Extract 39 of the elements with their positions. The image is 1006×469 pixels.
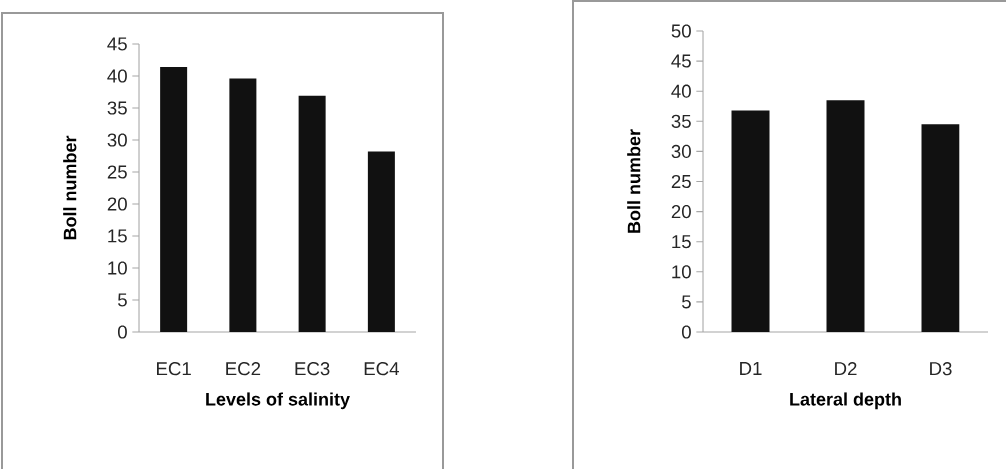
y-tick-label: 35 xyxy=(107,101,127,115)
y-tick-label: 10 xyxy=(672,265,691,279)
y-tick-label: 25 xyxy=(107,165,127,179)
bar xyxy=(921,124,960,332)
x-tick-label: EC4 xyxy=(364,362,399,376)
y-tick-label: 5 xyxy=(682,295,691,309)
y-tick-label: 30 xyxy=(671,144,691,159)
x-axis-title: Lateral depth xyxy=(790,392,901,410)
y-tick-label: 30 xyxy=(107,133,127,147)
x-tick-label: EC1 xyxy=(157,362,191,376)
y-tick-label: 35 xyxy=(671,114,691,128)
x-tick-label: D3 xyxy=(930,362,952,376)
bar xyxy=(160,67,188,332)
x-tick-label: EC2 xyxy=(226,362,261,376)
bar xyxy=(298,95,326,332)
y-axis-title: Boll number xyxy=(63,135,77,240)
y-tick-label: 15 xyxy=(108,229,127,243)
y-axis-title: Boll number xyxy=(627,129,641,233)
y-tick-label: 5 xyxy=(118,293,127,307)
x-tick-label: D1 xyxy=(740,362,762,375)
y-tick-label: 20 xyxy=(671,204,691,219)
bar xyxy=(826,100,865,332)
bar xyxy=(229,78,257,332)
y-tick-label: 10 xyxy=(108,261,127,275)
bar xyxy=(731,110,770,332)
y-tick-label: 20 xyxy=(107,197,127,211)
x-axis-title: Levels of salinity xyxy=(206,392,350,410)
y-tick-label: 40 xyxy=(671,84,691,98)
y-tick-label: 0 xyxy=(681,325,691,339)
x-tick-label: EC3 xyxy=(295,362,330,376)
x-tick-label: D2 xyxy=(835,362,857,376)
y-tick-label: 50 xyxy=(671,24,691,38)
y-tick-label: 45 xyxy=(671,54,691,68)
y-tick-label: 0 xyxy=(117,325,127,339)
y-tick-label: 40 xyxy=(107,69,127,83)
y-tick-label: 25 xyxy=(671,174,691,189)
y-tick-label: 45 xyxy=(107,37,127,51)
y-tick-label: 15 xyxy=(672,235,691,249)
bar xyxy=(367,151,395,332)
